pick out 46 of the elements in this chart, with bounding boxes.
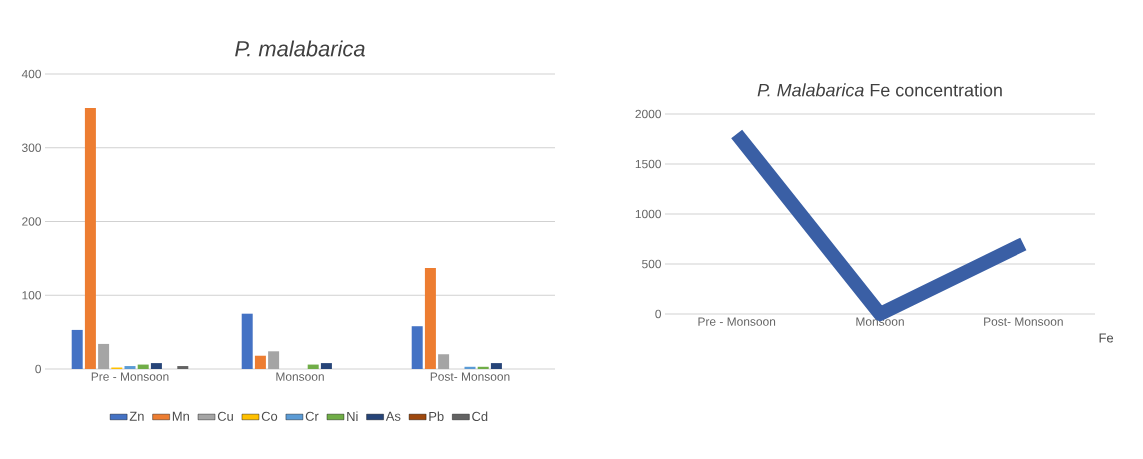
legend-label: Ni xyxy=(347,411,358,421)
legend-label: Cu xyxy=(217,411,233,421)
bar xyxy=(150,363,162,369)
bar xyxy=(84,107,96,369)
bar xyxy=(477,366,489,369)
bar xyxy=(411,326,423,369)
y-tick-label: 0 xyxy=(35,364,42,374)
bar xyxy=(424,267,436,369)
bar xyxy=(268,351,280,369)
chart-title: P. Malabarica Fe concentration xyxy=(757,83,1002,97)
bar xyxy=(438,354,450,369)
y-tick-label: 200 xyxy=(22,217,42,226)
bar xyxy=(177,366,189,369)
y-tick-label: 400 xyxy=(21,69,42,79)
y-tick-label: 300 xyxy=(21,143,42,152)
x-tick-label: Monsoon xyxy=(276,372,324,381)
x-tick-label: Post- Monsoon xyxy=(984,317,1063,326)
chart-title: P. malabarica xyxy=(235,40,365,57)
text: Fe xyxy=(1099,333,1114,343)
bar xyxy=(464,366,476,369)
legend-label: Co xyxy=(261,411,278,421)
legend-label: Cd xyxy=(472,411,488,422)
bar xyxy=(71,329,83,369)
legend-label: Zn xyxy=(129,411,144,421)
y-tick-label: 500 xyxy=(642,259,662,269)
y-tick-label: 0 xyxy=(655,309,662,319)
bar xyxy=(254,355,266,369)
bar xyxy=(320,363,332,369)
y-tick-label: 100 xyxy=(22,291,42,300)
legend-label: As xyxy=(385,411,401,421)
x-tick-label: Post- Monsoon xyxy=(430,372,510,381)
bar xyxy=(124,366,136,369)
bar xyxy=(241,313,253,369)
y-tick-label: 1000 xyxy=(635,209,662,219)
bar xyxy=(307,364,319,369)
bar xyxy=(137,364,149,369)
x-tick-label: Pre - Monsoon xyxy=(698,317,776,326)
bar xyxy=(98,343,110,369)
x-tick-label: Pre - Monsoon xyxy=(91,372,169,381)
y-tick-label: 1500 xyxy=(635,159,662,169)
bar xyxy=(490,363,502,369)
legend-label: Pb xyxy=(429,411,444,422)
legend-label: Cr xyxy=(305,411,319,421)
x-tick-label: Monsoon xyxy=(856,317,904,326)
y-tick-label: 2000 xyxy=(635,109,662,119)
legend-label: Mn xyxy=(172,411,189,421)
